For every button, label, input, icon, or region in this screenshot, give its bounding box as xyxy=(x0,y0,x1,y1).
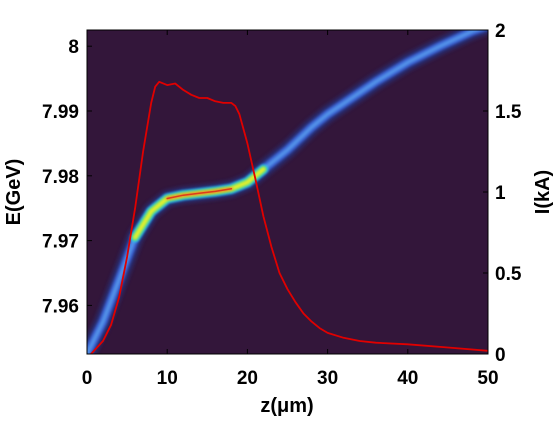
current-line xyxy=(90,80,488,354)
x-tick-label: 50 xyxy=(477,368,498,389)
x-tick-label: 0 xyxy=(82,368,93,389)
left-tick-label: 7.99 xyxy=(42,102,79,123)
x-axis-ticks: 0 10 20 30 40 50 xyxy=(82,30,499,389)
current-profile xyxy=(90,80,488,354)
right-axis-ticks: 0 0.5 1 1.5 2 xyxy=(483,21,522,366)
x-tick-label: 10 xyxy=(157,368,178,389)
right-tick-label: 1.5 xyxy=(495,102,522,123)
left-tick-label: 7.98 xyxy=(42,167,79,188)
left-tick-label: 7.97 xyxy=(42,232,79,253)
right-tick-label: 0.5 xyxy=(495,264,522,285)
x-tick-label: 20 xyxy=(237,368,258,389)
x-tick-label: 40 xyxy=(397,368,418,389)
left-tick-label: 7.96 xyxy=(42,296,79,317)
left-axis-ticks: 7.96 7.97 7.98 7.99 8 xyxy=(42,37,92,317)
left-axis-label: E(GeV) xyxy=(3,159,25,226)
right-axis-label: I(kA) xyxy=(532,170,554,214)
right-tick-label: 0 xyxy=(495,345,506,366)
x-axis-label: z(μm) xyxy=(260,395,313,417)
right-tick-label: 2 xyxy=(495,21,506,42)
left-tick-label: 8 xyxy=(68,37,79,58)
plot-area xyxy=(87,30,488,354)
energy-spread-heatmap xyxy=(87,30,488,354)
x-tick-label: 30 xyxy=(317,368,338,389)
right-tick-label: 1 xyxy=(495,183,506,204)
heatmap-core-max xyxy=(166,188,233,200)
